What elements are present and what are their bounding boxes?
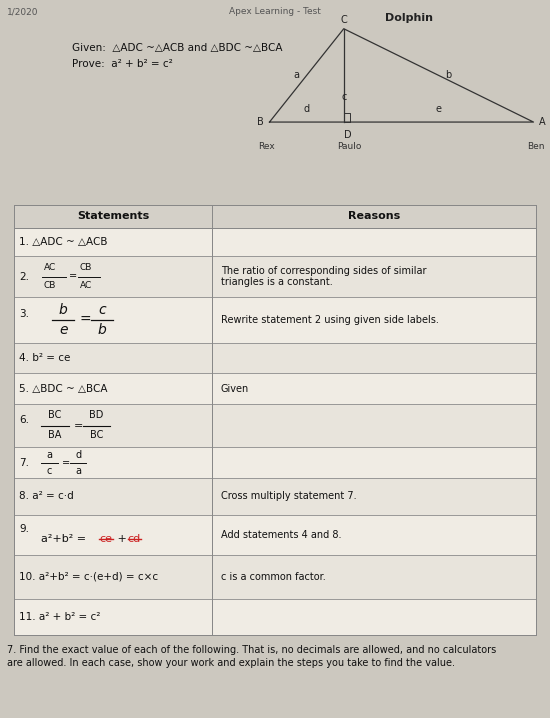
Text: =: = <box>62 457 70 467</box>
Text: a: a <box>47 449 52 460</box>
Bar <box>212 478 536 515</box>
Text: C: C <box>340 15 347 25</box>
Text: Ben: Ben <box>527 142 545 151</box>
Bar <box>14 515 212 555</box>
Text: Apex Learning - Test: Apex Learning - Test <box>229 7 321 17</box>
Bar <box>212 256 536 297</box>
Text: Rex: Rex <box>258 142 275 151</box>
Text: AC: AC <box>44 264 56 272</box>
Text: ce: ce <box>99 534 112 544</box>
Bar <box>212 228 536 256</box>
Text: Dolphin: Dolphin <box>385 13 433 23</box>
Text: BD: BD <box>89 410 103 420</box>
Text: c is a common factor.: c is a common factor. <box>221 572 325 582</box>
Text: BA: BA <box>48 430 62 440</box>
Text: Given: Given <box>221 384 249 393</box>
Text: A: A <box>539 117 546 127</box>
Text: +: + <box>114 534 131 544</box>
Bar <box>212 373 536 404</box>
Text: =: = <box>74 421 84 431</box>
Text: BC: BC <box>90 430 103 440</box>
Text: 7. Find the exact value of each of the following. That is, no decimals are allow: 7. Find the exact value of each of the f… <box>7 645 496 655</box>
Text: 2.: 2. <box>19 271 29 281</box>
Text: Add statements 4 and 8.: Add statements 4 and 8. <box>221 530 341 540</box>
Text: cd: cd <box>128 534 141 544</box>
Bar <box>14 297 212 342</box>
Bar <box>14 447 212 478</box>
Bar <box>212 342 536 373</box>
Text: Prove:  a² + b² = c²: Prove: a² + b² = c² <box>72 59 172 69</box>
Text: 4. b² = ce: 4. b² = ce <box>19 353 70 363</box>
Text: a²+b² =: a²+b² = <box>41 534 90 544</box>
Text: Cross multiply statement 7.: Cross multiply statement 7. <box>221 491 356 501</box>
Text: d: d <box>304 104 310 114</box>
Text: e: e <box>59 323 68 337</box>
Bar <box>14 478 212 515</box>
Bar <box>14 599 212 635</box>
Text: =: = <box>69 271 77 281</box>
Bar <box>14 555 212 599</box>
Bar <box>212 599 536 635</box>
Text: Paulo: Paulo <box>337 142 361 151</box>
FancyBboxPatch shape <box>14 205 536 228</box>
Text: 6.: 6. <box>19 415 29 425</box>
Text: 7.: 7. <box>19 457 29 467</box>
Bar <box>212 404 536 447</box>
Text: 3.: 3. <box>19 309 29 319</box>
Text: 10. a²+b² = c·(e+d) = c×c: 10. a²+b² = c·(e+d) = c×c <box>19 572 158 582</box>
Text: D: D <box>344 130 352 140</box>
Text: a: a <box>294 70 300 80</box>
Text: CB: CB <box>80 264 92 272</box>
Text: b: b <box>59 303 68 317</box>
Text: Reasons: Reasons <box>348 211 400 221</box>
Text: Statements: Statements <box>77 211 149 221</box>
Text: BC: BC <box>48 410 62 420</box>
Text: b: b <box>446 70 452 80</box>
Bar <box>212 447 536 478</box>
Text: a: a <box>75 465 81 475</box>
Bar <box>212 297 536 342</box>
Text: AC: AC <box>80 281 92 289</box>
Bar <box>14 404 212 447</box>
Text: 8. a² = c·d: 8. a² = c·d <box>19 491 74 501</box>
Text: 11. a² + b² = c²: 11. a² + b² = c² <box>19 612 101 623</box>
Text: The ratio of corresponding sides of similar
triangles is a constant.: The ratio of corresponding sides of simi… <box>221 266 426 287</box>
Text: c: c <box>47 465 52 475</box>
Text: are allowed. In each case, show your work and explain the steps you take to find: are allowed. In each case, show your wor… <box>7 658 455 668</box>
Text: Rewrite statement 2 using given side labels.: Rewrite statement 2 using given side lab… <box>221 314 438 325</box>
Bar <box>212 515 536 555</box>
Bar <box>212 555 536 599</box>
Text: 5. △BDC ~ △BCA: 5. △BDC ~ △BCA <box>19 384 108 393</box>
Text: c: c <box>98 303 106 317</box>
Text: CB: CB <box>44 281 56 289</box>
Text: c: c <box>341 92 346 102</box>
Text: =: = <box>80 313 91 327</box>
Text: d: d <box>75 449 81 460</box>
Text: 1. △ADC ~ △ACB: 1. △ADC ~ △ACB <box>19 237 108 247</box>
Text: B: B <box>257 117 264 127</box>
Text: Given:  △ADC ~△ACB and △BDC ~△BCA: Given: △ADC ~△ACB and △BDC ~△BCA <box>72 43 282 53</box>
Text: e: e <box>436 104 442 114</box>
Bar <box>14 342 212 373</box>
Text: b: b <box>97 323 106 337</box>
Bar <box>14 256 212 297</box>
Bar <box>14 373 212 404</box>
Bar <box>14 228 212 256</box>
Text: 1/2020: 1/2020 <box>7 7 38 17</box>
Text: 9.: 9. <box>19 524 29 534</box>
